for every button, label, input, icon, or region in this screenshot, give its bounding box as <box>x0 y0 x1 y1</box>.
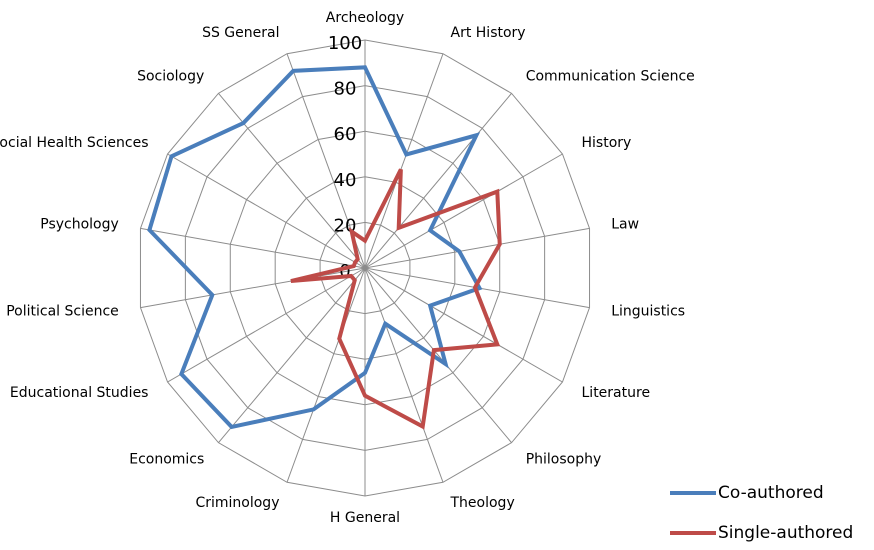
spoke <box>364 153 563 269</box>
series-line <box>290 168 502 430</box>
category-label: Archeology <box>326 10 404 26</box>
category-label: SS General <box>202 25 279 41</box>
spoke <box>286 267 366 483</box>
category-label: Philosophy <box>526 452 602 468</box>
category-label: Psychology <box>40 217 119 233</box>
tick-label: 100 <box>328 33 362 54</box>
category-label: Law <box>611 217 639 233</box>
category-label: Educational Studies <box>10 385 149 401</box>
tick-label: 60 <box>334 124 357 145</box>
spoke <box>364 53 444 269</box>
series-line <box>147 65 483 430</box>
category-label: Communication Science <box>526 68 695 84</box>
category-label: Economics <box>129 452 204 468</box>
category-label: Social Health Sciences <box>0 135 148 151</box>
spoke <box>364 267 512 443</box>
category-label: Political Science <box>6 303 119 319</box>
category-label: Linguistics <box>611 303 685 319</box>
category-label: Literature <box>582 385 651 401</box>
legend-label: Single-authored <box>718 523 853 543</box>
tick-label: 80 <box>334 79 357 100</box>
spoke <box>167 267 366 383</box>
spoke <box>167 153 366 269</box>
category-label: Art History <box>451 25 526 41</box>
spoke <box>364 267 563 383</box>
category-label: Criminology <box>195 495 279 511</box>
category-label: H General <box>330 510 400 526</box>
category-label: History <box>582 135 632 151</box>
spoke <box>364 267 444 483</box>
spoke <box>140 267 366 309</box>
legend-label: Co-authored <box>718 483 824 503</box>
tick-label: 0 <box>339 261 350 282</box>
spoke <box>364 227 590 269</box>
spoke <box>140 227 366 269</box>
tick-label: 40 <box>334 170 357 191</box>
spoke <box>218 267 366 443</box>
category-label: Theology <box>450 495 515 511</box>
spoke <box>364 93 512 269</box>
category-label: Sociology <box>137 68 204 84</box>
